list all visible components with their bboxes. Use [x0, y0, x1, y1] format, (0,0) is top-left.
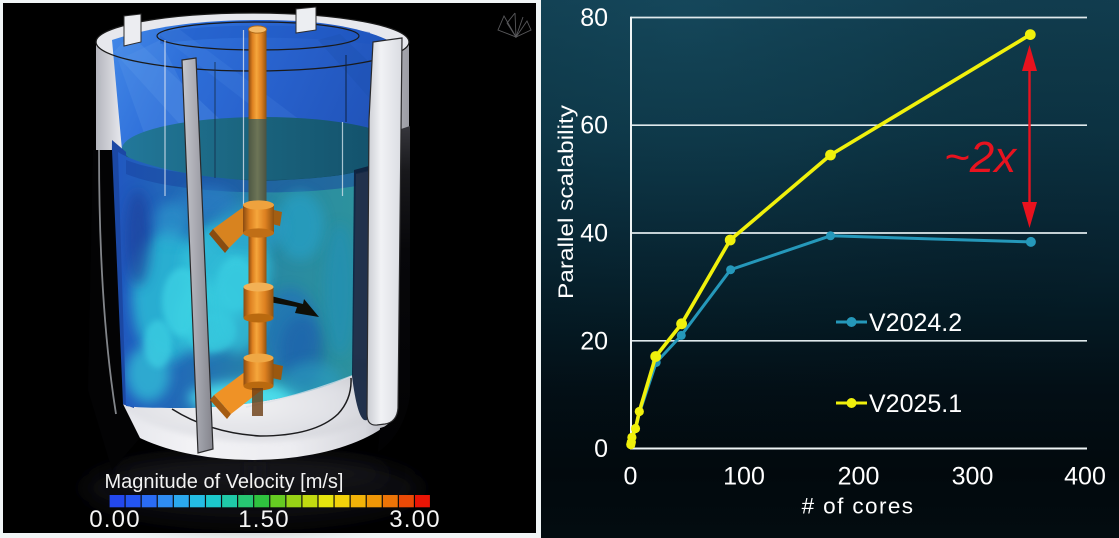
- svg-text:200: 200: [838, 463, 880, 491]
- svg-text:300: 300: [952, 463, 994, 491]
- svg-text:~2x: ~2x: [944, 133, 1018, 182]
- svg-text:40: 40: [580, 220, 608, 248]
- svg-text:Parallel scalability: Parallel scalability: [554, 105, 578, 299]
- svg-text:80: 80: [580, 4, 608, 32]
- svg-text:V2024.2: V2024.2: [869, 309, 962, 337]
- svg-text:# of cores: # of cores: [802, 494, 915, 519]
- svg-text:400: 400: [1064, 463, 1106, 491]
- svg-text:0.00: 0.00: [89, 506, 141, 533]
- svg-text:0: 0: [594, 435, 608, 463]
- svg-text:V2025.1: V2025.1: [869, 390, 962, 418]
- svg-text:100: 100: [723, 463, 765, 491]
- svg-text:0: 0: [624, 463, 638, 491]
- svg-text:20: 20: [580, 327, 608, 355]
- svg-text:1.50: 1.50: [238, 506, 290, 533]
- svg-text:Magnitude of Velocity [m/s]: Magnitude of Velocity [m/s]: [104, 471, 343, 493]
- svg-text:60: 60: [580, 112, 608, 140]
- svg-text:3.00: 3.00: [389, 506, 441, 533]
